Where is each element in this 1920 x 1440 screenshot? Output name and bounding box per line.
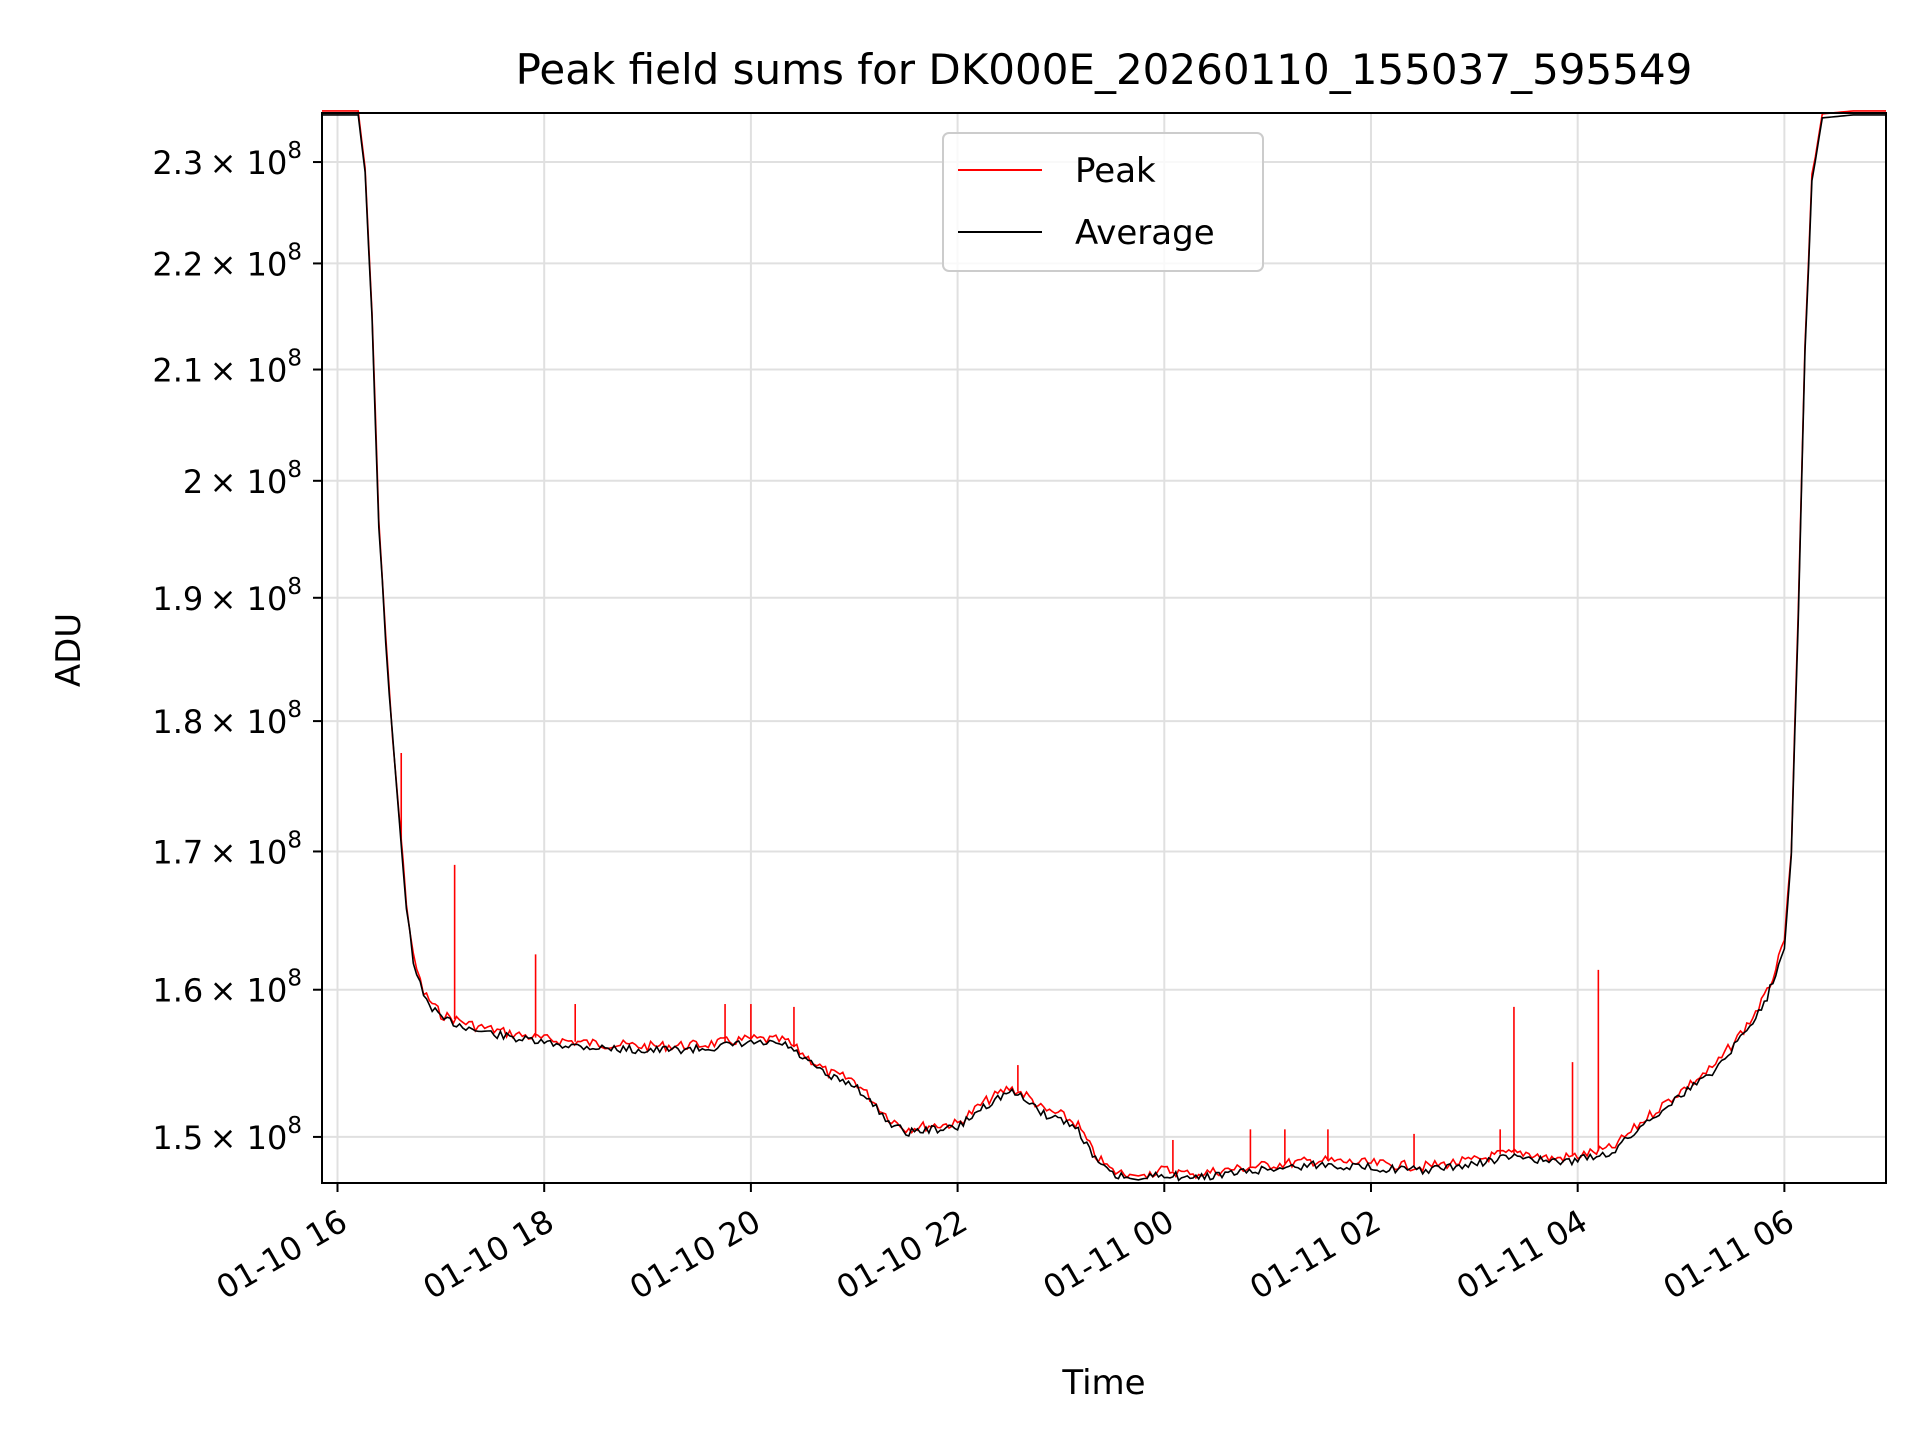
legend-box: [942, 132, 1264, 272]
y-tick-label: 1.5 × 108: [152, 1113, 302, 1157]
y-axis-label: ADU: [49, 613, 89, 687]
y-tick-label: 2.2 × 108: [152, 239, 302, 283]
legend: Peak Average: [942, 132, 1264, 272]
y-axis: 1.5 × 108 1.6 × 108 1.7 × 108 1.8 × 108 1.9 …: [152, 138, 322, 1157]
plot-lines: [322, 110, 1886, 1182]
plot-frame: [321, 112, 1887, 1184]
y-tick-label: 2.1 × 108: [152, 346, 302, 390]
average-series-line: [322, 114, 1886, 1182]
y-tick-label: 1.8 × 108: [152, 697, 302, 741]
y-tick-label: 1.7 × 108: [152, 827, 302, 871]
y-tick-label: 2 × 108: [183, 457, 302, 501]
x-axis-label: Time: [1061, 1363, 1145, 1403]
y-tick-label: 2.3 × 108: [152, 138, 302, 182]
peak-series-line: [322, 110, 1886, 1180]
y-tick-label: 1.6 × 108: [152, 966, 302, 1010]
legend-average-label: Average: [1075, 213, 1215, 253]
chart-title: Peak field sums for DK000E_20260110_1550…: [516, 45, 1693, 94]
grid: [322, 113, 1886, 1183]
legend-peak-label: Peak: [1075, 151, 1156, 191]
y-tick-label: 1.9 × 108: [152, 574, 302, 618]
